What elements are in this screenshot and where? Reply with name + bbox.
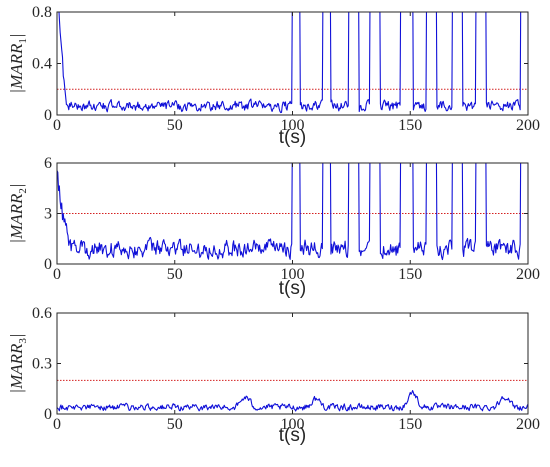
x-tick-label: 150 bbox=[398, 117, 422, 134]
y-axis-label-subscript: 1 bbox=[17, 38, 29, 44]
x-axis-label: t(s) bbox=[279, 425, 306, 446]
x-tick-label: 0 bbox=[53, 266, 61, 283]
x-tick-label: 0 bbox=[53, 117, 61, 134]
y-axis-label-close: | bbox=[7, 333, 26, 338]
y-tick-label: 0.3 bbox=[32, 356, 52, 373]
x-tick-label: 200 bbox=[516, 266, 540, 283]
x-tick-label: 0 bbox=[53, 416, 61, 433]
y-axis-label-subscript: 3 bbox=[17, 338, 29, 344]
y-axis-label-close: | bbox=[7, 183, 26, 188]
y-axis-label-main: |MARR bbox=[7, 43, 26, 94]
x-tick-label: 100 bbox=[281, 117, 305, 134]
series-line bbox=[57, 390, 528, 412]
y-tick-label: 0.8 bbox=[32, 4, 52, 21]
x-axis-label: t(s) bbox=[279, 127, 306, 148]
y-axis-label-main: |MARR bbox=[7, 343, 26, 394]
y-tick-label: 0 bbox=[44, 406, 52, 423]
y-tick-label: 0 bbox=[44, 256, 52, 273]
y-tick-label: 0.4 bbox=[32, 56, 52, 73]
series-line bbox=[57, 163, 522, 261]
x-tick-label: 100 bbox=[281, 266, 305, 283]
x-tick-label: 150 bbox=[398, 416, 422, 433]
x-tick-label: 50 bbox=[167, 117, 183, 134]
y-axis-label: |MARR2| bbox=[7, 183, 29, 243]
y-axis-label-main: |MARR bbox=[7, 193, 26, 244]
x-tick-label: 50 bbox=[167, 266, 183, 283]
x-tick-label: 200 bbox=[516, 117, 540, 134]
x-tick-label: 100 bbox=[281, 416, 305, 433]
panel-1: 0 50 100 150 200 0 0.4 0.8 t(s) |MARR1| bbox=[7, 4, 540, 148]
y-axis-label: |MARR1| bbox=[7, 33, 29, 93]
y-axis-label-subscript: 2 bbox=[17, 188, 29, 194]
panel-2: 0 50 100 150 200 0 3 6 t(s) |MARR2| bbox=[7, 155, 540, 299]
x-tick-label: 200 bbox=[516, 416, 540, 433]
y-tick-label: 3 bbox=[44, 206, 52, 223]
y-tick-label: 0.6 bbox=[32, 305, 52, 322]
x-tick-label: 150 bbox=[398, 266, 422, 283]
plot-frame bbox=[56, 312, 529, 415]
y-axis-label: |MARR3| bbox=[7, 333, 29, 393]
y-axis-label-close: | bbox=[7, 33, 26, 38]
y-tick-label: 0 bbox=[44, 107, 52, 124]
panel-3: 0 50 100 150 200 0 0.3 0.6 t(s) |MARR3| bbox=[7, 305, 540, 446]
y-tick-label: 6 bbox=[44, 155, 52, 172]
series-line bbox=[58, 12, 522, 114]
x-axis-label: t(s) bbox=[279, 278, 306, 299]
x-tick-label: 50 bbox=[167, 416, 183, 433]
